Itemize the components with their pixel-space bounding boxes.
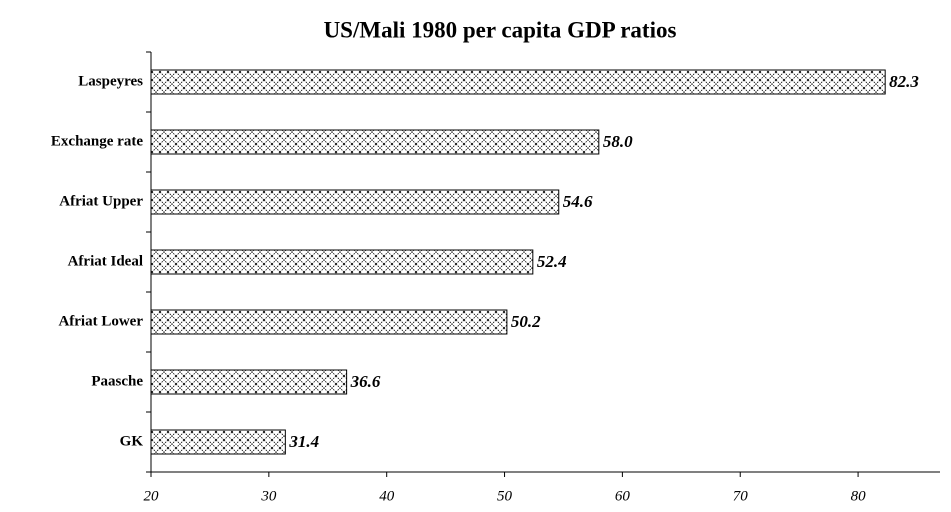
chart-title: US/Mali 1980 per capita GDP ratios [324, 17, 677, 42]
bar [150, 129, 600, 155]
x-tick-label: 30 [260, 488, 277, 504]
x-tick-label: 20 [144, 488, 160, 504]
y-tick-label: Afriat Upper [59, 193, 143, 209]
value-label: 54.6 [563, 192, 593, 211]
bar [150, 429, 286, 455]
x-tick-label: 40 [379, 488, 395, 504]
y-tick-label: Afriat Lower [58, 313, 143, 329]
value-label: 50.2 [511, 312, 541, 331]
bar [150, 309, 508, 335]
value-label: 58.0 [603, 132, 633, 151]
y-tick-label: Paasche [91, 373, 143, 389]
bar [150, 69, 886, 95]
value-label: 31.4 [288, 432, 319, 451]
value-label: 52.4 [537, 252, 567, 271]
bar [150, 369, 348, 395]
x-tick-label: 50 [497, 488, 513, 504]
value-label: 82.3 [889, 72, 919, 91]
x-tick-label: 80 [851, 488, 867, 504]
y-tick-label: GK [120, 433, 144, 449]
x-tick-label: 70 [733, 488, 749, 504]
value-label: 36.6 [350, 372, 381, 391]
y-tick-label: Afriat Ideal [68, 253, 143, 269]
bar [150, 249, 534, 275]
y-tick-label: Laspeyres [78, 73, 143, 89]
x-tick-label: 60 [615, 488, 631, 504]
y-tick-label: Exchange rate [51, 133, 143, 149]
bar [150, 189, 560, 215]
